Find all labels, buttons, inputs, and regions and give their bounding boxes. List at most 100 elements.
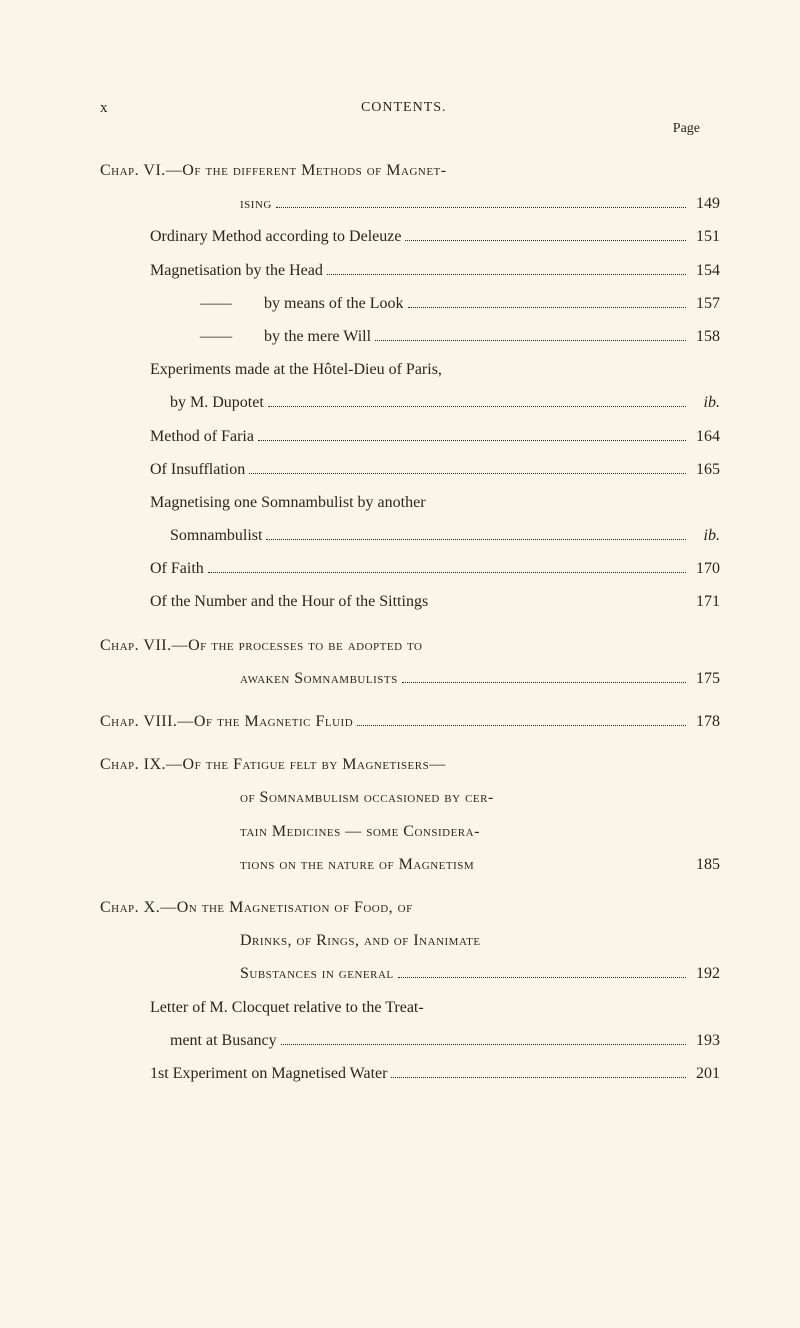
leader-dots xyxy=(276,207,686,208)
toc-line: Method of Faria 164 xyxy=(100,423,720,450)
toc-line-text: Magnetising one Somnambulist by another xyxy=(150,489,426,516)
toc-line-text: by M. Dupotet xyxy=(170,389,264,416)
toc-line-text: awaken Somnambulists xyxy=(240,665,398,692)
leader-dots xyxy=(268,406,686,407)
toc-line-text: tain Medicines — some Considera- xyxy=(240,818,480,845)
leader-dots xyxy=(281,1044,686,1045)
toc-page-number: 201 xyxy=(690,1060,720,1087)
contents-title: CONTENTS. xyxy=(361,100,447,117)
toc-line: Chap. IX.—Of the Fatigue felt by Magneti… xyxy=(100,751,720,778)
multiline-entry: Magnetising one Somnambulist by another S… xyxy=(100,489,720,549)
leader-dots xyxy=(208,572,686,573)
toc-line: tions on the nature of Magnetism 185 xyxy=(100,851,720,878)
entries-container: Chap. VI.—Of the different Methods of Ma… xyxy=(100,157,720,1087)
toc-line: Chap. VI.—Of the different Methods of Ma… xyxy=(100,157,720,184)
toc-line: awaken Somnambulists 175 xyxy=(100,665,720,692)
toc-page-number: 151 xyxy=(690,223,720,250)
toc-line: Somnambulist ib. xyxy=(100,522,720,549)
chapter-entry: Chap. IX.—Of the Fatigue felt by Magneti… xyxy=(100,751,720,878)
toc-line: —— by means of the Look 157 xyxy=(100,290,720,317)
toc-line: by M. Dupotet ib. xyxy=(100,389,720,416)
toc-page-number: 164 xyxy=(690,423,720,450)
toc-page-number: ib. xyxy=(690,522,720,549)
toc-line-text: —— by means of the Look xyxy=(200,290,404,317)
toc-line-text: Somnambulist xyxy=(170,522,262,549)
toc-line-text: Chap. VII.—Of the processes to be adopte… xyxy=(100,632,423,659)
toc-line-text: Drinks, of Rings, and of Inanimate xyxy=(240,927,481,954)
leader-dots xyxy=(266,539,686,540)
leader-dots xyxy=(405,240,686,241)
toc-page-number: 165 xyxy=(690,456,720,483)
toc-line: Chap. VIII.—Of the Magnetic Fluid 178 xyxy=(100,708,720,735)
toc-line: tain Medicines — some Considera- xyxy=(100,818,720,845)
toc-line: Letter of M. Clocquet relative to the Tr… xyxy=(100,994,720,1021)
toc-page-number: 175 xyxy=(690,665,720,692)
toc-line-text: Chap. X.—On the Magnetisation of Food, o… xyxy=(100,894,413,921)
header-line: x CONTENTS. xyxy=(100,100,720,117)
toc-line-text: Substances in general xyxy=(240,960,394,987)
leader-dots xyxy=(375,340,686,341)
toc-line-text: Method of Faria xyxy=(150,423,254,450)
toc-page-number: 192 xyxy=(690,960,720,987)
leader-dots xyxy=(327,274,686,275)
toc-line: Substances in general 192 xyxy=(100,960,720,987)
toc-line: Magnetising one Somnambulist by another xyxy=(100,489,720,516)
toc-line-text: of Somnambulism occasioned by cer- xyxy=(240,784,494,811)
toc-line-text: Of Insufflation xyxy=(150,456,245,483)
toc-page-number: 178 xyxy=(690,708,720,735)
toc-line-text: Ordinary Method according to Deleuze xyxy=(150,223,401,250)
toc-line-text: 1st Experiment on Magnetised Water xyxy=(150,1060,387,1087)
toc-line-text: ising xyxy=(240,190,272,217)
toc-line-text: Chap. IX.—Of the Fatigue felt by Magneti… xyxy=(100,751,446,778)
toc-page-number: 185 xyxy=(690,851,720,878)
leader-dots xyxy=(357,725,686,726)
toc-page-number: 170 xyxy=(690,555,720,582)
leader-dots xyxy=(402,682,686,683)
toc-page-number: 171 xyxy=(690,588,720,615)
toc-line-text: Magnetisation by the Head xyxy=(150,257,323,284)
leader-dots xyxy=(249,473,686,474)
chapter-entry: Chap. X.—On the Magnetisation of Food, o… xyxy=(100,894,720,988)
chapter-entry: Chap. VI.—Of the different Methods of Ma… xyxy=(100,157,720,217)
toc-line: Chap. X.—On the Magnetisation of Food, o… xyxy=(100,894,720,921)
toc-line-text: Experiments made at the Hôtel-Dieu of Pa… xyxy=(150,356,442,383)
toc-line: Drinks, of Rings, and of Inanimate xyxy=(100,927,720,954)
toc-line-text: Of the Number and the Hour of the Sittin… xyxy=(150,588,428,615)
toc-page-number: ib. xyxy=(690,389,720,416)
toc-line: Of Insufflation 165 xyxy=(100,456,720,483)
toc-line: Chap. VII.—Of the processes to be adopte… xyxy=(100,632,720,659)
leader-dots xyxy=(408,307,686,308)
toc-line: of Somnambulism occasioned by cer- xyxy=(100,784,720,811)
toc-page-number: 149 xyxy=(690,190,720,217)
toc-page-number: 193 xyxy=(690,1027,720,1054)
leader-dots xyxy=(398,977,686,978)
toc-page-number: 157 xyxy=(690,290,720,317)
header-spacer xyxy=(700,100,720,117)
leader-dots xyxy=(258,440,686,441)
page-number-marker: x xyxy=(100,100,108,117)
toc-line-text: Chap. VI.—Of the different Methods of Ma… xyxy=(100,157,447,184)
toc-page-number: 158 xyxy=(690,323,720,350)
page-column-label: Page xyxy=(100,121,720,137)
toc-line: Of Faith 170 xyxy=(100,555,720,582)
toc-line: Ordinary Method according to Deleuze 151 xyxy=(100,223,720,250)
toc-line: Experiments made at the Hôtel-Dieu of Pa… xyxy=(100,356,720,383)
toc-line: Magnetisation by the Head 154 xyxy=(100,257,720,284)
toc-page-number: 154 xyxy=(690,257,720,284)
toc-line: —— by the mere Will 158 xyxy=(100,323,720,350)
toc-line-text: ment at Busancy xyxy=(170,1027,277,1054)
toc-line-text: tions on the nature of Magnetism xyxy=(240,851,474,878)
leader-dots xyxy=(391,1077,686,1078)
toc-line-text: —— by the mere Will xyxy=(200,323,371,350)
toc-line-text: Chap. VIII.—Of the Magnetic Fluid xyxy=(100,708,353,735)
toc-line: ising 149 xyxy=(100,190,720,217)
chapter-entry: Chap. VIII.—Of the Magnetic Fluid 178 xyxy=(100,708,720,735)
multiline-entry: Experiments made at the Hôtel-Dieu of Pa… xyxy=(100,356,720,416)
toc-line-text: Of Faith xyxy=(150,555,204,582)
chapter-entry: Chap. VII.—Of the processes to be adopte… xyxy=(100,632,720,692)
toc-line: Of the Number and the Hour of the Sittin… xyxy=(100,588,720,615)
toc-line-text: Letter of M. Clocquet relative to the Tr… xyxy=(150,994,424,1021)
multiline-entry: Letter of M. Clocquet relative to the Tr… xyxy=(100,994,720,1054)
toc-line: 1st Experiment on Magnetised Water 201 xyxy=(100,1060,720,1087)
content-container: x CONTENTS. Page Chap. VI.—Of the differ… xyxy=(100,100,720,1087)
